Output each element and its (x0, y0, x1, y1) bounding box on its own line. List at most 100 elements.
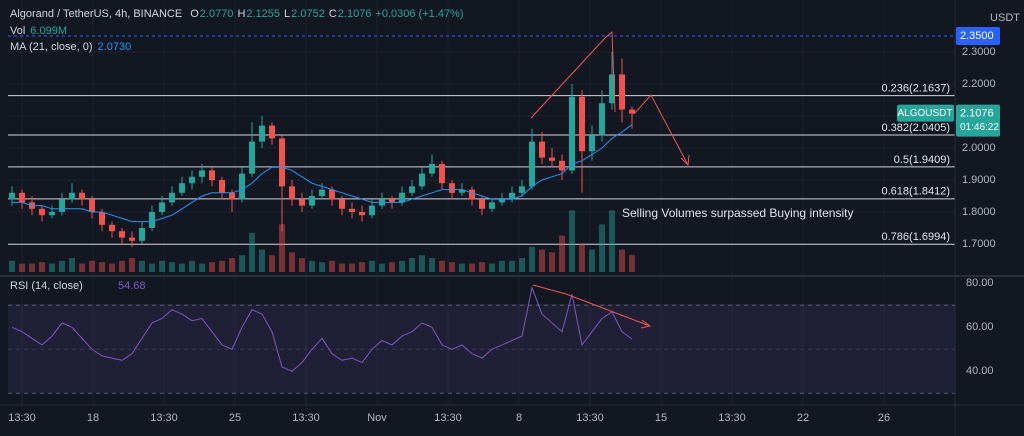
candle-body (539, 141, 545, 158)
volume-bar (9, 260, 15, 272)
volume-bar (49, 263, 55, 272)
volume-bar (439, 260, 445, 272)
candle-body (359, 212, 365, 216)
x-tick-label: 13:30 (8, 412, 36, 424)
candle-body (289, 186, 295, 200)
candle-body (469, 189, 475, 200)
volume-bar (99, 262, 105, 272)
candle-body (209, 170, 215, 180)
candle-body (549, 157, 555, 161)
rsi-band (8, 304, 955, 393)
arrow-head (680, 154, 690, 167)
volume-bar (619, 249, 625, 272)
candle-body (99, 212, 105, 225)
volume-bar (139, 260, 145, 272)
candle-body (399, 192, 405, 203)
candle-body (489, 202, 495, 209)
marks (9, 52, 635, 372)
volume-bar (339, 263, 345, 272)
trend-annotation (530, 30, 616, 119)
x-tick-label: 26 (878, 412, 890, 424)
candle-body (149, 212, 155, 228)
volume-bar (79, 263, 85, 272)
candle-body (519, 186, 525, 193)
volume-bar (379, 263, 385, 272)
rsi-title: RSI (14, close) (10, 280, 83, 292)
ma-value: 2.0730 (98, 41, 132, 53)
ma-title: MA (21, close, 0) (10, 41, 93, 53)
candle-body (129, 237, 135, 241)
volume-bar (109, 263, 115, 272)
last-price-label: 2.1076 (960, 107, 994, 119)
candle-body (119, 231, 125, 238)
y-tick-label: 2.2000 (962, 78, 996, 90)
candle-body (89, 199, 95, 212)
rsi-value: 54.68 (118, 280, 146, 292)
candle-body (219, 180, 225, 193)
y-tick-label: 1.7000 (962, 238, 996, 250)
ohlc-key: H (237, 8, 245, 20)
candle-body (579, 96, 585, 152)
x-tick-label: Nov (367, 412, 387, 424)
volume-bar (59, 260, 65, 272)
candle-body (299, 199, 305, 206)
candle-body (589, 135, 595, 152)
candle-body (389, 199, 395, 203)
volume-bar (609, 210, 615, 272)
candle-body (559, 160, 565, 171)
ohlc-key: L (284, 8, 290, 20)
countdown-label: 01:46:22 (960, 122, 999, 133)
y-axis-unit: USDT (990, 12, 1020, 24)
candle-body (139, 228, 145, 241)
candle-body (9, 192, 15, 200)
candle-body (419, 173, 425, 187)
candle-body (429, 164, 435, 174)
arrow-head (640, 319, 652, 329)
candle-body (59, 199, 65, 212)
volume-bar (529, 246, 535, 272)
price-line-label: 2.3500 (960, 30, 994, 42)
candle-body (79, 192, 85, 200)
candle-body (199, 170, 205, 177)
candle-body (619, 74, 625, 110)
volume-bar (299, 258, 305, 272)
ohlc-key: C (329, 8, 337, 20)
candle-body (179, 183, 185, 193)
y-tick-label: 2.0000 (962, 142, 996, 154)
volume-bar (259, 249, 265, 272)
volume-bar (549, 252, 555, 272)
x-tick-label: 13:30 (434, 412, 462, 424)
x-tick-label: 25 (229, 412, 241, 424)
rsi-tick-label: 80.00 (966, 277, 994, 289)
candle-body (479, 199, 485, 209)
volume-bar (489, 263, 495, 272)
volume-bar (279, 224, 285, 272)
rsi-tick-label: 60.00 (966, 321, 994, 333)
volume-bar (629, 254, 635, 272)
volume-bar (499, 260, 505, 272)
volume-bar (509, 260, 515, 272)
volume-value: 6.099M (30, 25, 67, 37)
candle-body (229, 192, 235, 200)
volume-bar (39, 262, 45, 272)
volume-bar (559, 235, 565, 272)
candle-body (39, 208, 45, 216)
volume-bar (369, 260, 375, 272)
volume-bar (189, 260, 195, 272)
candle-body (249, 141, 255, 174)
volume-bar (179, 263, 185, 272)
rsi-tick-label: 40.00 (966, 365, 994, 377)
volume-bar (129, 258, 135, 272)
fib-label: 0.236(2.1637) (882, 83, 951, 95)
legend-header: Algorand / TetherUS, 4h, BINANCE O 2.0770 H… (10, 8, 464, 53)
volume-bar (119, 260, 125, 272)
x-tick-label: 13:30 (718, 412, 746, 424)
candle-body (499, 199, 505, 203)
candle-body (239, 173, 245, 200)
volume-bar (429, 258, 435, 272)
candle-body (69, 192, 75, 200)
x-tick-label: 8 (516, 412, 522, 424)
volume-bar (159, 260, 165, 272)
candle-body (269, 125, 275, 139)
